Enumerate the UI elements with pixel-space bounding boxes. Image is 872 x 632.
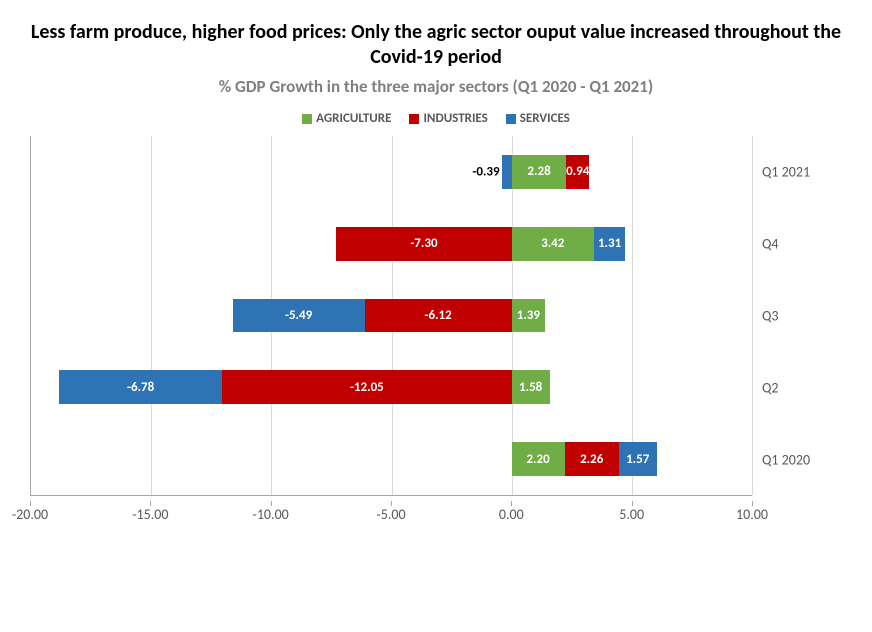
bar-services: -5.49 — [233, 299, 365, 333]
bar-agriculture: 1.39 — [512, 299, 545, 333]
bar-industries: 2.26 — [565, 442, 619, 476]
bar-services: -6.78 — [59, 370, 222, 404]
x-tick-label: 5.00 — [619, 506, 644, 523]
y-tick-label: Q4 — [762, 236, 779, 253]
legend-label: AGRICULTURE — [316, 111, 391, 126]
x-tick — [150, 501, 151, 506]
y-tick-label: Q1 2020 — [762, 452, 810, 469]
plot-area: 2.280.94 -0.39 3.421.31 -7.30 1.39-6.12-5.49… — [30, 136, 752, 496]
bar-services: 1.57 — [619, 442, 657, 476]
bar-agriculture: 2.28 — [512, 155, 567, 189]
legend-item-agriculture: AGRICULTURE — [302, 111, 391, 126]
bar-services: 1.31 — [594, 227, 625, 261]
y-tick-label: Q1 2021 — [762, 164, 810, 181]
x-tick-label: -5.00 — [376, 506, 405, 523]
y-tick-label: Q3 — [762, 308, 779, 325]
gdp-sector-chart: Less farm produce, higher food prices: O… — [30, 20, 842, 612]
y-axis-labels: Q1 2021 Q4 Q3 Q2 Q1 2020 — [762, 136, 842, 496]
gridline — [632, 136, 633, 495]
x-tick — [511, 501, 512, 506]
x-axis-labels: -20.00-15.00-10.00-5.000.005.0010.00 — [30, 502, 752, 526]
x-tick-label: -10.00 — [253, 506, 289, 523]
bar-agriculture: 1.58 — [512, 370, 550, 404]
chart-title: Less farm produce, higher food prices: O… — [30, 20, 842, 70]
gridline — [151, 136, 152, 495]
chart-subtitle: % GDP Growth in the three major sectors … — [30, 76, 842, 97]
legend-item-industries: INDUSTRIES — [409, 111, 487, 126]
gridline — [752, 136, 753, 495]
legend-swatch-agriculture — [302, 114, 312, 124]
x-tick — [391, 501, 392, 506]
bar-industries: -6.12 — [365, 299, 512, 333]
x-tick-label: -15.00 — [132, 506, 168, 523]
bar-agriculture: 3.42 — [512, 227, 594, 261]
x-tick-label: 10.00 — [736, 506, 768, 523]
x-tick — [632, 501, 633, 506]
bar-services — [502, 155, 511, 189]
bar-industries: -7.30 — [336, 227, 511, 261]
x-tick — [30, 501, 31, 506]
legend-swatch-services — [506, 114, 516, 124]
x-tick — [752, 501, 753, 506]
bar-agriculture: 2.20 — [512, 442, 565, 476]
bar-industries: 0.94 — [566, 155, 589, 189]
x-tick — [271, 501, 272, 506]
legend-label: INDUSTRIES — [423, 111, 487, 126]
legend-swatch-industries — [409, 114, 419, 124]
y-tick-label: Q2 — [762, 380, 779, 397]
x-tick-label: 0.00 — [499, 506, 524, 523]
plot: 2.280.94 -0.39 3.421.31 -7.30 1.39-6.12-5.49… — [30, 136, 842, 526]
x-tick-label: -20.00 — [12, 506, 48, 523]
legend-item-services: SERVICES — [506, 111, 570, 126]
legend-label: SERVICES — [520, 111, 570, 126]
bar-industries: -12.05 — [222, 370, 512, 404]
chart-legend: AGRICULTURE INDUSTRIES SERVICES — [30, 111, 842, 126]
bar-value-label: -0.39 — [472, 164, 499, 179]
